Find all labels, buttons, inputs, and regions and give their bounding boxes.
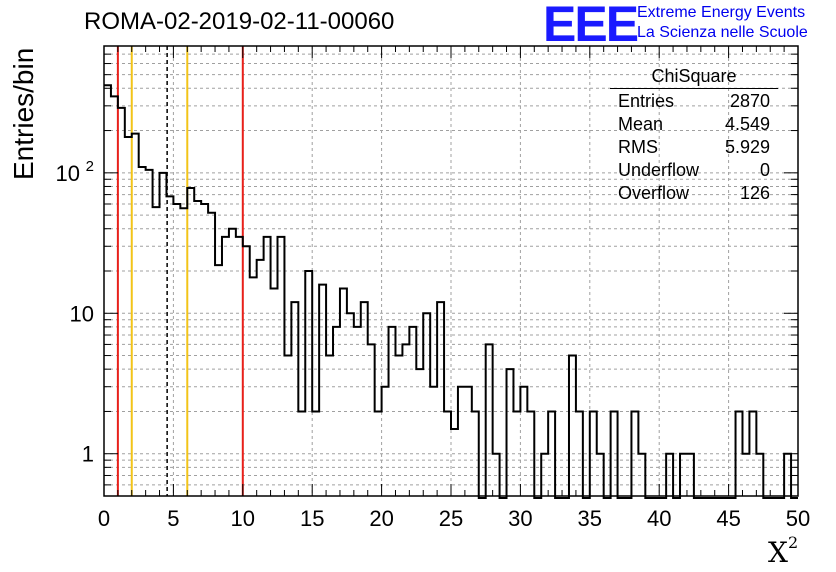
stats-row-overflow: Overflow 126 <box>618 183 770 203</box>
y-tick-label: 10 <box>70 301 94 326</box>
chart-title: ROMA-02-2019-02-11-00060 <box>84 8 395 35</box>
x-tick-label: 15 <box>300 506 324 531</box>
x-tick-label: 5 <box>167 506 179 531</box>
logo-line-1: Extreme Energy Events <box>637 4 806 21</box>
stats-box: ChiSquare Entries 2870 Mean 4.549 RMS 5.929… <box>610 66 778 206</box>
x-tick-label: 30 <box>508 506 532 531</box>
y-tick-label: 10 <box>56 161 80 186</box>
y-axis-label: Entries/bin <box>8 47 39 180</box>
x-tick-label: 10 <box>231 506 255 531</box>
stats-row-entries: Entries 2870 <box>618 91 770 111</box>
eee-logo: EEE <box>543 0 639 52</box>
x-tick-label: 50 <box>786 506 810 531</box>
stats-row-underflow: Underflow 0 <box>618 160 770 180</box>
stats-title: ChiSquare <box>610 66 778 89</box>
x-axis-label: X2 <box>768 532 799 569</box>
y-tick-label-exponent: 2 <box>86 158 94 175</box>
stats-row-mean: Mean 4.549 <box>618 114 770 134</box>
stats-row-rms: RMS 5.929 <box>618 137 770 157</box>
logo-line-2: La Scienza nelle Scuole <box>637 24 808 41</box>
x-tick-label: 40 <box>647 506 671 531</box>
x-tick-label: 0 <box>98 506 110 531</box>
x-tick-label: 20 <box>369 506 393 531</box>
x-tick-label: 45 <box>716 506 740 531</box>
x-tick-label: 25 <box>439 506 463 531</box>
y-tick-label: 1 <box>82 442 94 467</box>
x-tick-label: 35 <box>578 506 602 531</box>
histogram-series <box>104 84 798 499</box>
